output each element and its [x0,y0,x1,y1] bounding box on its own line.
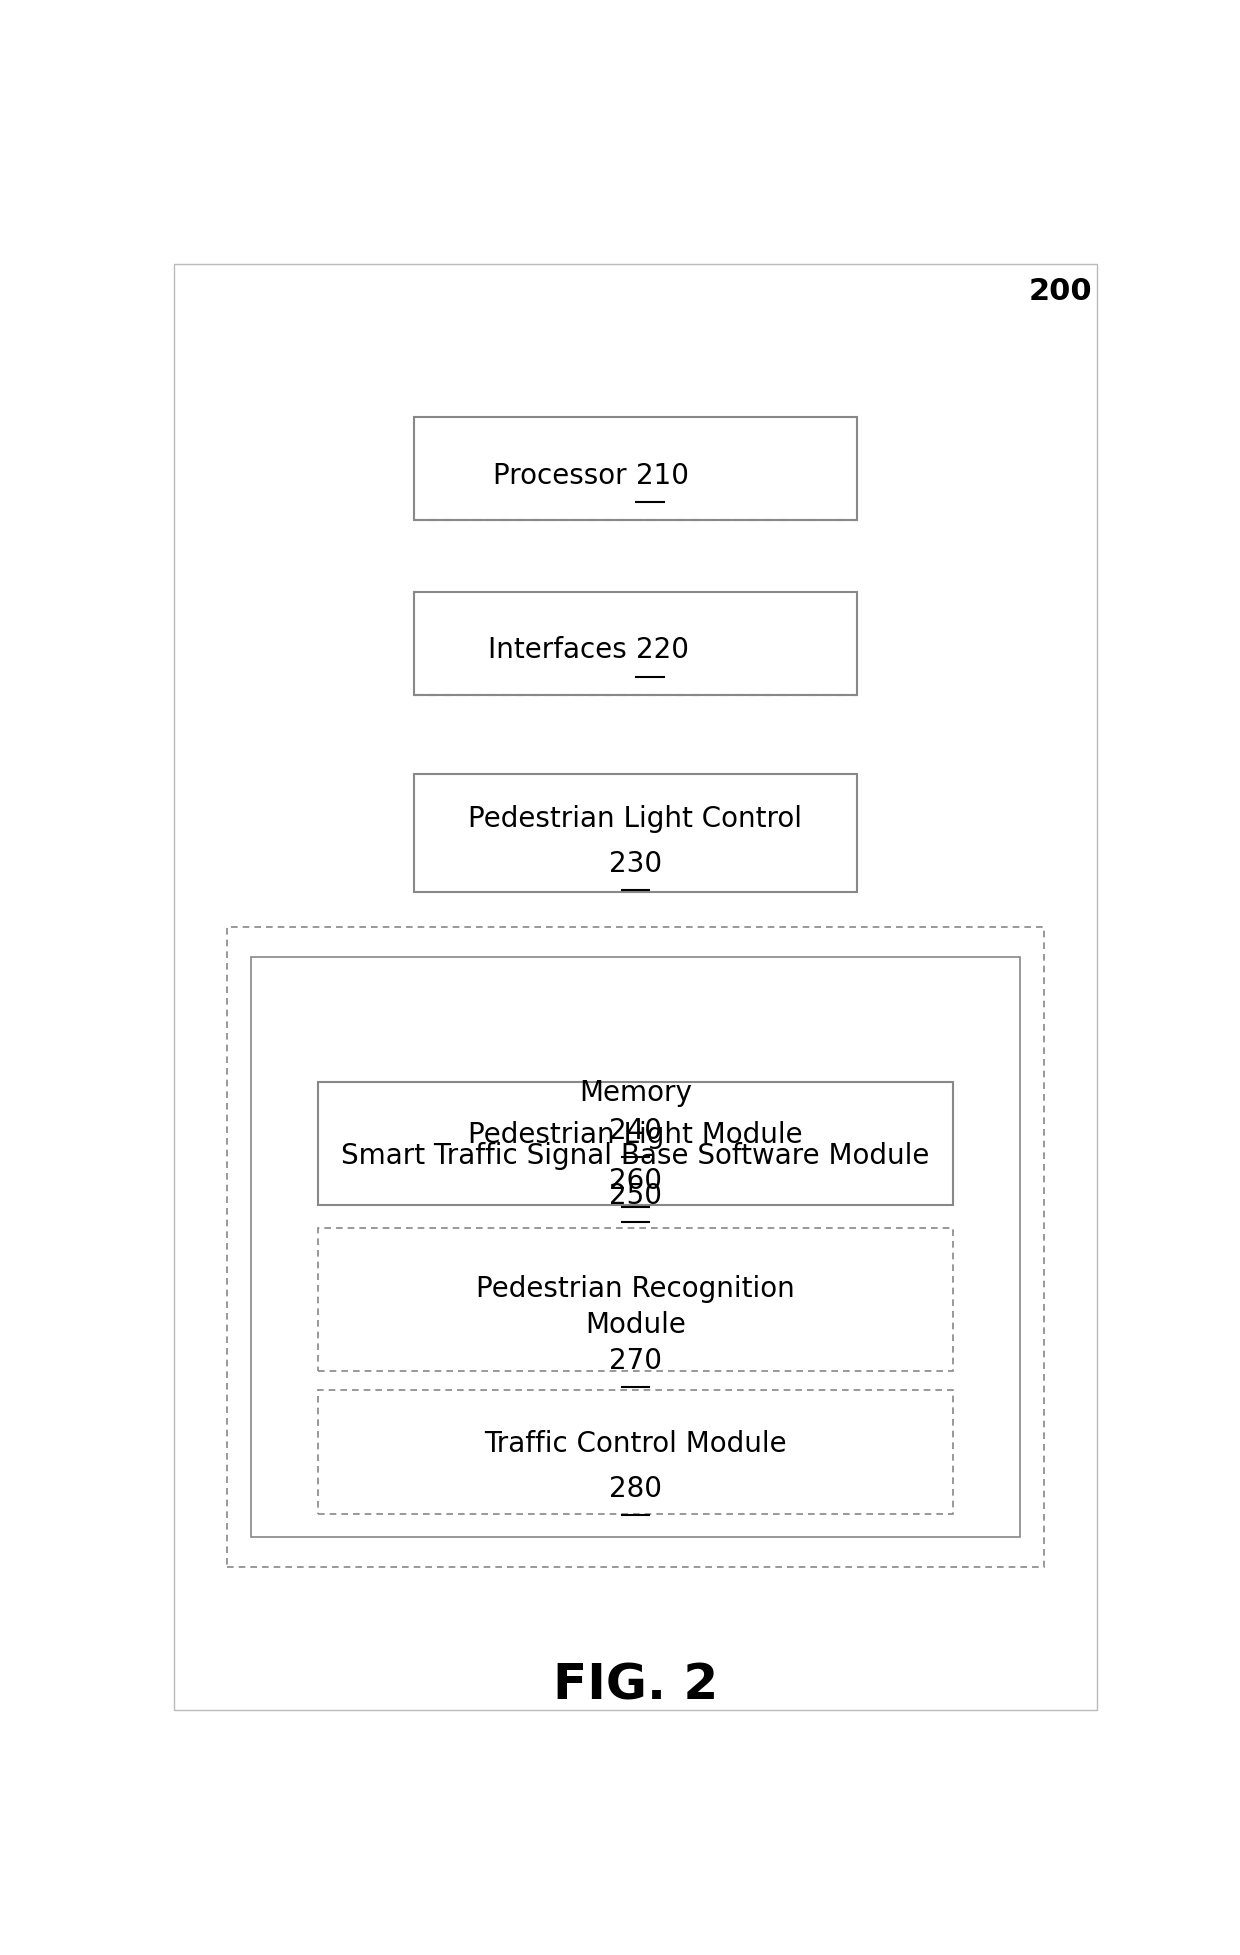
Bar [414,418,857,520]
Text: Traffic Control Module: Traffic Control Module [484,1429,787,1456]
Text: Processor: Processor [494,461,635,489]
Text: 230: 230 [609,850,662,878]
Bar [250,958,1021,1537]
Text: Pedestrian Light Control: Pedestrian Light Control [469,805,802,833]
Text: 270: 270 [609,1347,662,1374]
Bar [414,592,857,696]
Text: 240: 240 [609,1116,662,1144]
Bar [319,1228,952,1370]
Text: 200: 200 [1028,278,1092,305]
Text: Interfaces: Interfaces [487,635,635,665]
Text: 280: 280 [609,1474,662,1503]
Text: 210: 210 [635,461,688,489]
Bar [319,1390,952,1513]
Text: Module: Module [585,1310,686,1339]
Bar [319,1083,952,1206]
Text: Pedestrian Recognition: Pedestrian Recognition [476,1275,795,1302]
Text: 220: 220 [635,635,688,665]
Text: FIG. 2: FIG. 2 [553,1660,718,1709]
Bar [414,774,857,891]
Text: Pedestrian Light Module: Pedestrian Light Module [469,1120,802,1150]
Text: Smart Traffic Signal Base Software Module: Smart Traffic Signal Base Software Modul… [341,1142,930,1169]
Text: 260: 260 [609,1165,662,1195]
Bar [227,927,1044,1566]
Text: 250: 250 [609,1181,662,1208]
Text: Memory: Memory [579,1079,692,1107]
